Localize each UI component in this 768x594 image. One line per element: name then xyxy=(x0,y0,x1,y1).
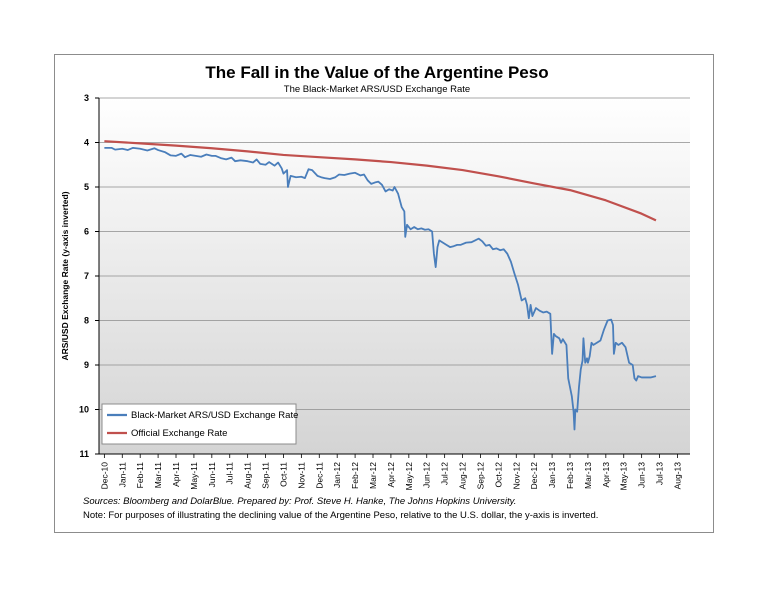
x-tick-label: Dec-10 xyxy=(99,462,109,490)
x-tick-label: Dec-12 xyxy=(529,462,539,490)
y-tick-label: 7 xyxy=(84,271,89,281)
series-line-black-market xyxy=(104,146,657,431)
legend: Black-Market ARS/USD Exchange Rate Offic… xyxy=(101,403,298,445)
chart-frame: The Fall in the Value of the Argentine P… xyxy=(54,54,714,533)
x-tick-label: Jun-13 xyxy=(637,462,647,488)
y-tick-label: 9 xyxy=(84,360,89,370)
x-axis-ticks: Dec-10 Jan-11 Feb-11 Mar-11 Apr-11 May-11 Jun-… xyxy=(99,454,682,490)
chart-title: The Fall in the Value of the Argentine P… xyxy=(205,63,548,82)
y-tick-label: 6 xyxy=(84,227,89,237)
x-tick-label: Feb-12 xyxy=(350,462,360,489)
x-tick-label: Mar-13 xyxy=(583,462,593,489)
x-tick-label: Feb-13 xyxy=(565,462,575,489)
x-tick-label: Mar-11 xyxy=(153,462,163,489)
source-note: Sources: Bloomberg and DolarBlue. Prepar… xyxy=(83,496,516,507)
x-tick-label: Dec-11 xyxy=(314,462,324,489)
x-tick-label: Aug-11 xyxy=(243,462,253,489)
y-tick-label: 4 xyxy=(84,138,89,148)
x-tick-label: Nov-11 xyxy=(296,462,306,489)
y-tick-label: 8 xyxy=(84,316,89,326)
x-tick-label: Jan-11 xyxy=(117,462,127,488)
x-tick-label: Sep-12 xyxy=(475,462,485,490)
x-tick-label: Aug-13 xyxy=(672,462,682,490)
footnote: Note: For purposes of illustrating the d… xyxy=(83,510,598,521)
x-tick-label: Jul-13 xyxy=(655,462,665,485)
series-line-official xyxy=(104,140,657,222)
x-tick-label: May-13 xyxy=(619,462,629,491)
chart: The Fall in the Value of the Argentine P… xyxy=(60,63,690,521)
x-tick-label: Jul-12 xyxy=(440,462,450,485)
y-tick-label: 10 xyxy=(79,405,89,415)
x-tick-label: Apr-12 xyxy=(386,462,396,488)
x-tick-label: Jul-11 xyxy=(225,462,235,485)
x-tick-label: May-11 xyxy=(189,462,199,490)
y-axis-ticks: 3 4 5 6 7 8 9 10 11 xyxy=(79,93,99,459)
y-axis-label: ARS/USD Exchange Rate (y-axis inverted) xyxy=(60,191,70,360)
x-tick-label: Oct-11 xyxy=(278,462,288,487)
x-tick-label: Jun-12 xyxy=(422,462,432,488)
x-tick-label: Apr-13 xyxy=(601,462,611,488)
series-lines xyxy=(104,140,657,431)
x-tick-label: Jan-12 xyxy=(332,462,342,488)
x-tick-label: Jan-13 xyxy=(547,462,557,488)
x-tick-label: Feb-11 xyxy=(135,462,145,489)
x-tick-label: Aug-12 xyxy=(458,462,468,490)
x-tick-label: May-12 xyxy=(404,462,414,491)
x-tick-label: Sep-11 xyxy=(261,462,271,489)
x-tick-label: Oct-12 xyxy=(493,462,503,488)
y-tick-label: 11 xyxy=(79,449,89,459)
legend-label-official: Official Exchange Rate xyxy=(131,428,227,439)
y-tick-label: 3 xyxy=(84,93,89,103)
chart-subtitle: The Black-Market ARS/USD Exchange Rate xyxy=(284,84,470,95)
x-tick-label: Nov-12 xyxy=(511,462,521,490)
legend-label-black-market: Black-Market ARS/USD Exchange Rate xyxy=(131,410,298,421)
x-tick-label: Jun-11 xyxy=(207,462,217,488)
x-tick-label: Mar-12 xyxy=(368,462,378,489)
x-tick-label: Apr-11 xyxy=(171,462,181,487)
y-tick-label: 5 xyxy=(84,182,89,192)
legend-box xyxy=(101,403,297,445)
